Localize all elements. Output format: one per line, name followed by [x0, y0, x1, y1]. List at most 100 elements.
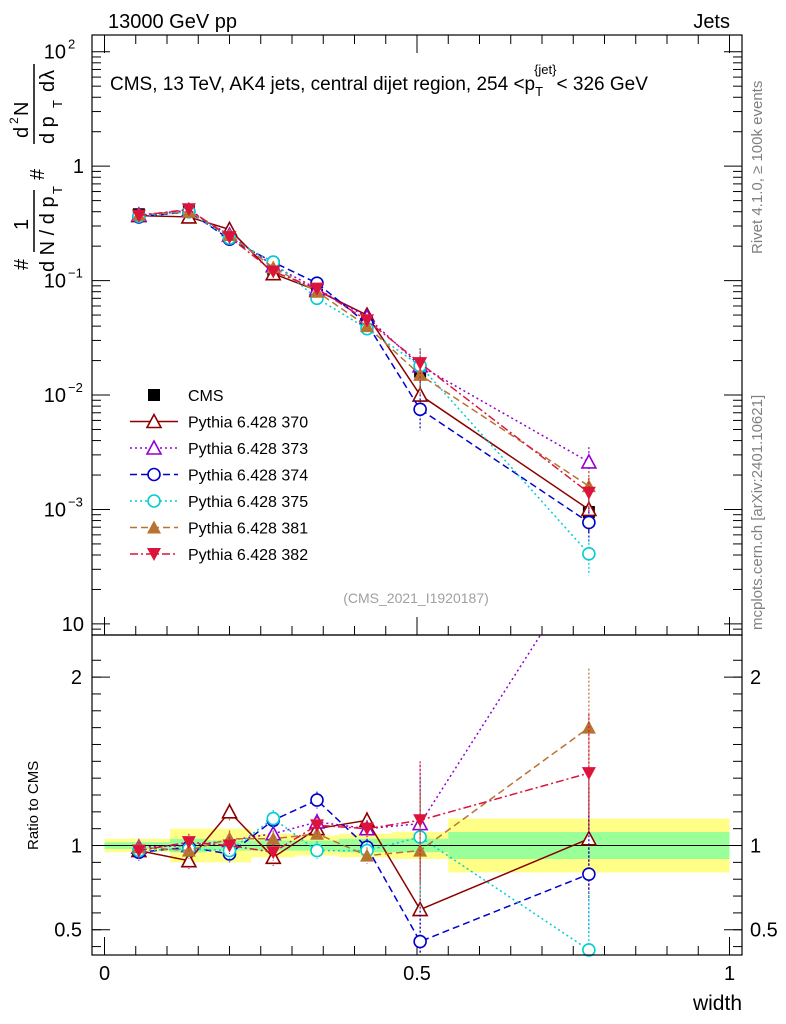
header-left: 13000 GeV pp: [108, 11, 237, 33]
data-point: [131, 209, 146, 223]
ylabel-b: 1: [11, 219, 33, 230]
ylabel-j: T: [50, 100, 65, 108]
ylabel-e: #: [27, 168, 49, 180]
mcplots-label: mcplots.cern.ch [arXiv:2401.10621]: [749, 395, 766, 630]
ratio-point: [310, 793, 324, 807]
ylabel-i: d p: [37, 116, 59, 144]
header-right: Jets: [693, 11, 730, 33]
ratio-y-tick-label-1: 1: [71, 836, 82, 858]
legend-item-0: CMS: [148, 388, 224, 405]
main-series: [130, 201, 598, 576]
ylabel-f: d: [11, 127, 33, 138]
data-point: [360, 314, 374, 328]
x-tick-label-0: 0: [99, 963, 110, 985]
x-tick-label-1: 0.5: [403, 963, 431, 985]
data-point: [266, 265, 281, 279]
series-pythia-6.428-381: [131, 204, 596, 508]
x-axis-label: width: [692, 992, 742, 1015]
data-point: [580, 453, 598, 469]
ratio-point: [131, 844, 146, 858]
ratio-point: [221, 803, 238, 819]
legend: CMS Pythia 6.428 370 Pythia 6.428 373 Pythi…: [130, 388, 308, 564]
legend-item-2: Pythia 6.428 373: [130, 439, 308, 458]
data-point: [581, 486, 596, 500]
ratio-point: [222, 839, 237, 853]
legend-marker: [147, 520, 161, 534]
ratio-axes: 0.5 0.5 1 1 2 2 0 0.5 1: [54, 659, 778, 985]
ratio-series-pythia-6.428-382: [131, 714, 596, 880]
data-point: [413, 402, 427, 417]
ratio-point: [582, 867, 596, 881]
ratio-point: [266, 811, 281, 826]
ratio-point: [310, 819, 324, 833]
series-line: [138, 209, 590, 463]
ratio-point: [582, 943, 596, 957]
legend-item-5: Pythia 6.428 381: [130, 520, 308, 538]
legend-label: Pythia 6.428 373: [188, 441, 308, 458]
ratio-series: [130, 634, 598, 957]
ratio-y-tick-label-0: 0.5: [54, 920, 82, 942]
legend-marker: [145, 412, 163, 429]
ratio-line: [138, 727, 590, 857]
chart-title-sub: T: [535, 84, 543, 99]
ratio-point: [266, 831, 281, 845]
ratio-frame: [91, 634, 743, 956]
legend-marker: [147, 494, 161, 508]
legend-label: CMS: [188, 388, 224, 405]
y-tick-exp-2: −1: [68, 266, 83, 281]
data-point: [413, 367, 428, 381]
chart-title-prefix: CMS, 13 TeV, AK4 jets, central dijet reg…: [110, 74, 535, 95]
ratio-series-pythia-6.428-381: [131, 668, 596, 910]
data-point: [222, 231, 237, 245]
ratio-point: [181, 836, 196, 850]
legend-marker: [147, 548, 161, 561]
ratio-line: [138, 634, 542, 848]
legend-item-1: Pythia 6.428 370: [130, 412, 308, 432]
ratio-y-tick-label-right-1: 1: [750, 836, 761, 858]
data-point: [582, 546, 596, 561]
y-tick-exp-3: −2: [68, 380, 83, 395]
ratio-y-tick-label-2: 2: [71, 667, 82, 689]
ratio-point: [413, 934, 427, 949]
chart-title-suffix: < 326 GeV: [557, 74, 649, 95]
ylabel-c: d N / d p: [37, 196, 59, 272]
watermark: (CMS_2021_I1920187): [343, 590, 489, 606]
ylabel-k: d: [37, 81, 59, 92]
ratio-point: [413, 814, 428, 828]
y-tick-label-4: 10: [44, 499, 66, 521]
ylabel-g: 2: [7, 117, 21, 124]
ratio-y-tick-label-right-2: 2: [750, 667, 761, 689]
ratio-line: [138, 772, 590, 854]
ratio-point: [581, 767, 596, 781]
legend-item-3: Pythia 6.428 374: [130, 468, 308, 485]
y-tick-label-5: 10: [62, 614, 84, 636]
ylabel-d: T: [50, 186, 65, 194]
ratio-point: [266, 846, 281, 860]
legend-label: Pythia 6.428 375: [188, 494, 308, 511]
legend-marker: [148, 389, 160, 401]
ratio-point: [180, 851, 198, 868]
rivet-label: Rivet 4.1.0, ≥ 100k events: [749, 81, 766, 254]
ylabel-a: #: [11, 258, 33, 270]
legend-item-6: Pythia 6.428 382: [130, 547, 308, 564]
ylabel-h: N: [11, 102, 33, 116]
ratio-series-pythia-6.428-374: [132, 791, 596, 955]
ratio-y-label: Ratio to CMS: [25, 761, 42, 850]
ratio-point: [310, 843, 324, 858]
data-point: [413, 357, 428, 371]
legend-label: Pythia 6.428 370: [188, 415, 308, 432]
y-tick-label-0: 10: [44, 42, 66, 64]
x-tick-label-2: 1: [724, 963, 735, 985]
legend-item-4: Pythia 6.428 375: [130, 494, 308, 511]
ylabel-l: λ: [37, 70, 59, 80]
chart-title-sup: {jet}: [534, 62, 557, 77]
y-tick-label-2: 10: [44, 271, 66, 293]
series-line: [138, 208, 590, 494]
data-point: [181, 203, 196, 217]
y-tick-exp-0: 2: [68, 37, 75, 52]
legend-marker: [145, 439, 163, 455]
legend-label: Pythia 6.428 374: [188, 468, 308, 485]
legend-label: Pythia 6.428 381: [188, 521, 308, 538]
